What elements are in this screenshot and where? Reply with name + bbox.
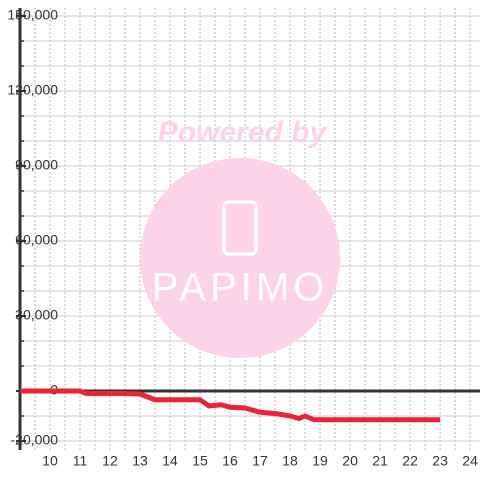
grid: [20, 8, 480, 450]
watermark-icon: [222, 200, 258, 256]
x-tick-label: 11: [73, 453, 88, 469]
y-tick-label: 150,000: [7, 7, 58, 23]
y-tick-label: 90,000: [15, 157, 58, 173]
x-tick-label: 15: [192, 453, 208, 469]
y-tick-label: -20,000: [11, 432, 59, 448]
line-series: [20, 388, 441, 423]
x-tick-label: 21: [372, 453, 388, 469]
x-tick-label: 14: [162, 453, 178, 469]
x-tick-label: 18: [282, 453, 298, 469]
watermark-text: PAPIMO: [152, 266, 329, 310]
watermark-circle: [140, 158, 340, 358]
x-tick-label: 23: [432, 453, 448, 469]
x-tick-label: 17: [252, 453, 268, 469]
x-tick-label: 19: [312, 453, 328, 469]
x-tick-label: 13: [132, 453, 148, 469]
y-tick-label: 30,000: [15, 307, 58, 323]
y-tick-label: 120,000: [7, 82, 58, 98]
x-tick-label: 10: [42, 453, 58, 469]
x-tick-label: 16: [222, 453, 238, 469]
x-tick-label: 24: [462, 453, 478, 469]
watermark-text: Powered by: [158, 116, 328, 149]
y-tick-label: 60,000: [15, 232, 58, 248]
x-tick-label: 20: [342, 453, 358, 469]
x-tick-label: 12: [102, 453, 118, 469]
x-tick-label: 22: [402, 453, 418, 469]
